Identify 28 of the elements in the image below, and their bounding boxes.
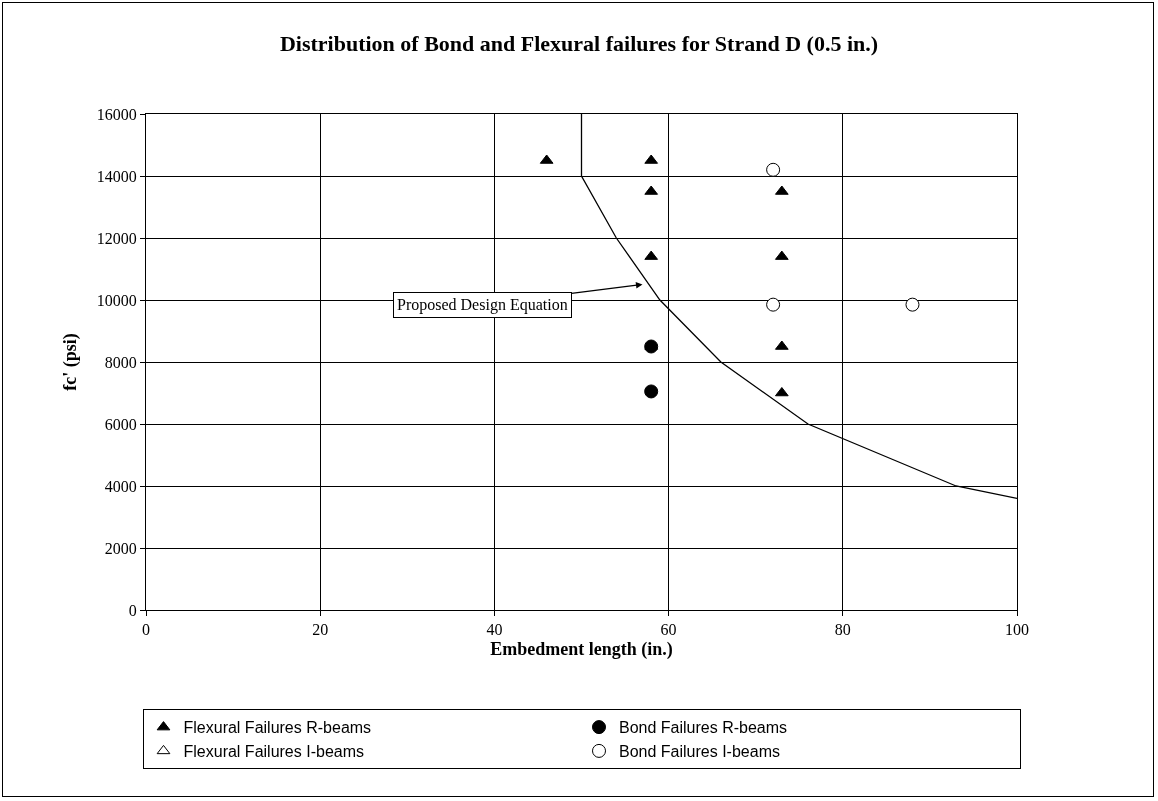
point	[766, 297, 781, 312]
y-tick-label: 10000	[96, 291, 137, 309]
x-axis-title: Embedment length (in.)	[490, 639, 673, 661]
point	[644, 339, 659, 354]
point	[905, 297, 920, 312]
chart-title: Distribution of Bond and Flexural failures for Strand D (0.5 in.)	[279, 31, 879, 57]
y-tick-label: 16000	[96, 105, 137, 123]
y-tick-label: 0	[128, 601, 137, 619]
x-tick-label: 100	[1005, 621, 1029, 639]
y-tick-label: 14000	[96, 167, 137, 185]
y-tick-label: 8000	[104, 353, 137, 371]
x-tick-label: 40	[486, 621, 503, 639]
x-tick-label: 20	[312, 621, 329, 639]
y-tick-label: 12000	[96, 229, 137, 247]
y-axis-title: fc' (psi)	[60, 333, 81, 391]
y-tick-label: 6000	[104, 415, 137, 433]
point	[766, 162, 781, 177]
legend-label: Bond Failures R-beams	[619, 719, 788, 737]
legend-label: Flexural Failures R-beams	[183, 719, 372, 737]
annotation: Proposed Design Equation	[397, 296, 568, 314]
legend-label: Flexural Failures I-beams	[183, 743, 364, 761]
y-tick-label: 2000	[104, 539, 137, 557]
point	[644, 384, 659, 399]
x-tick-label: 60	[660, 621, 677, 639]
x-tick-label: 0	[142, 621, 150, 639]
y-tick-label: 4000	[104, 477, 137, 495]
legend-label: Bond Failures I-beams	[619, 743, 780, 761]
x-tick-label: 80	[834, 621, 851, 639]
